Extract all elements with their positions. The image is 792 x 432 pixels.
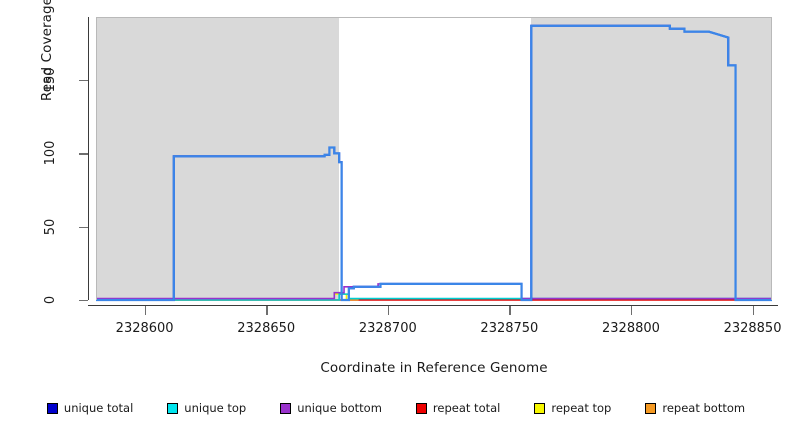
legend-label: unique top [184,401,247,415]
legend-swatch-icon [167,402,179,414]
y-tickmark [79,153,88,155]
legend-item-repeat-bottom: repeat bottom [628,401,762,415]
y-tick-label: 50 [43,218,58,235]
x-tick-label: 2328850 [723,321,782,336]
series-unique-top [96,293,772,301]
x-tick-label: 2328800 [602,321,660,336]
x-tick-label: 2328600 [115,321,174,336]
legend-item-repeat-top: repeat top [517,401,628,415]
y-tickmark [79,80,88,82]
shaded-region-1 [96,17,340,300]
y-tickmark [79,300,88,302]
series-svg [96,24,772,302]
legend-label: repeat bottom [662,401,746,415]
shaded-region-2 [531,17,772,300]
legend-item-repeat-total: repeat total [399,401,517,415]
x-tickmark [752,306,754,315]
x-tick-label: 2328650 [237,321,296,336]
y-axis-title-wrap: Read Coverage Depth [0,0,55,300]
legend-swatch-icon [46,402,58,414]
x-axis-title: Coordinate in Reference Genome [320,360,548,376]
x-tick-label: 2328750 [480,321,539,336]
legend-swatch-icon [645,402,657,414]
legend-item-unique-total: unique total [30,401,150,415]
y-tickmark [79,226,88,229]
legend-label: unique bottom [297,401,382,415]
x-tickmark [509,306,511,315]
y-axis-line [88,17,90,300]
legend-label: unique total [63,401,134,415]
plot-area [96,17,772,302]
x-axis-line [88,305,778,307]
legend-swatch-icon [415,402,427,414]
x-tick-label: 2328700 [358,321,417,336]
legend-swatch-icon [534,402,546,414]
legend-label: repeat total [432,401,501,415]
legend-swatch-icon [280,402,292,414]
legend-label: repeat top [551,401,612,415]
y-tick-label: 100 [43,140,58,166]
x-tickmark [266,306,268,315]
chart-legend: unique total unique top unique bottom repea… [0,398,792,418]
series-unique-total [96,24,772,301]
y-tick-label: 150 [43,67,58,93]
y-tick-label: 0 [43,295,58,305]
legend-item-unique-top: unique top [150,401,263,415]
series-unique-bottom [96,283,772,300]
legend-item-unique-bottom: unique bottom [263,401,399,415]
x-tickmark [630,306,633,315]
series-unique-total-highlight [96,24,772,302]
x-tickmark [387,306,390,315]
x-tickmark [144,306,147,315]
